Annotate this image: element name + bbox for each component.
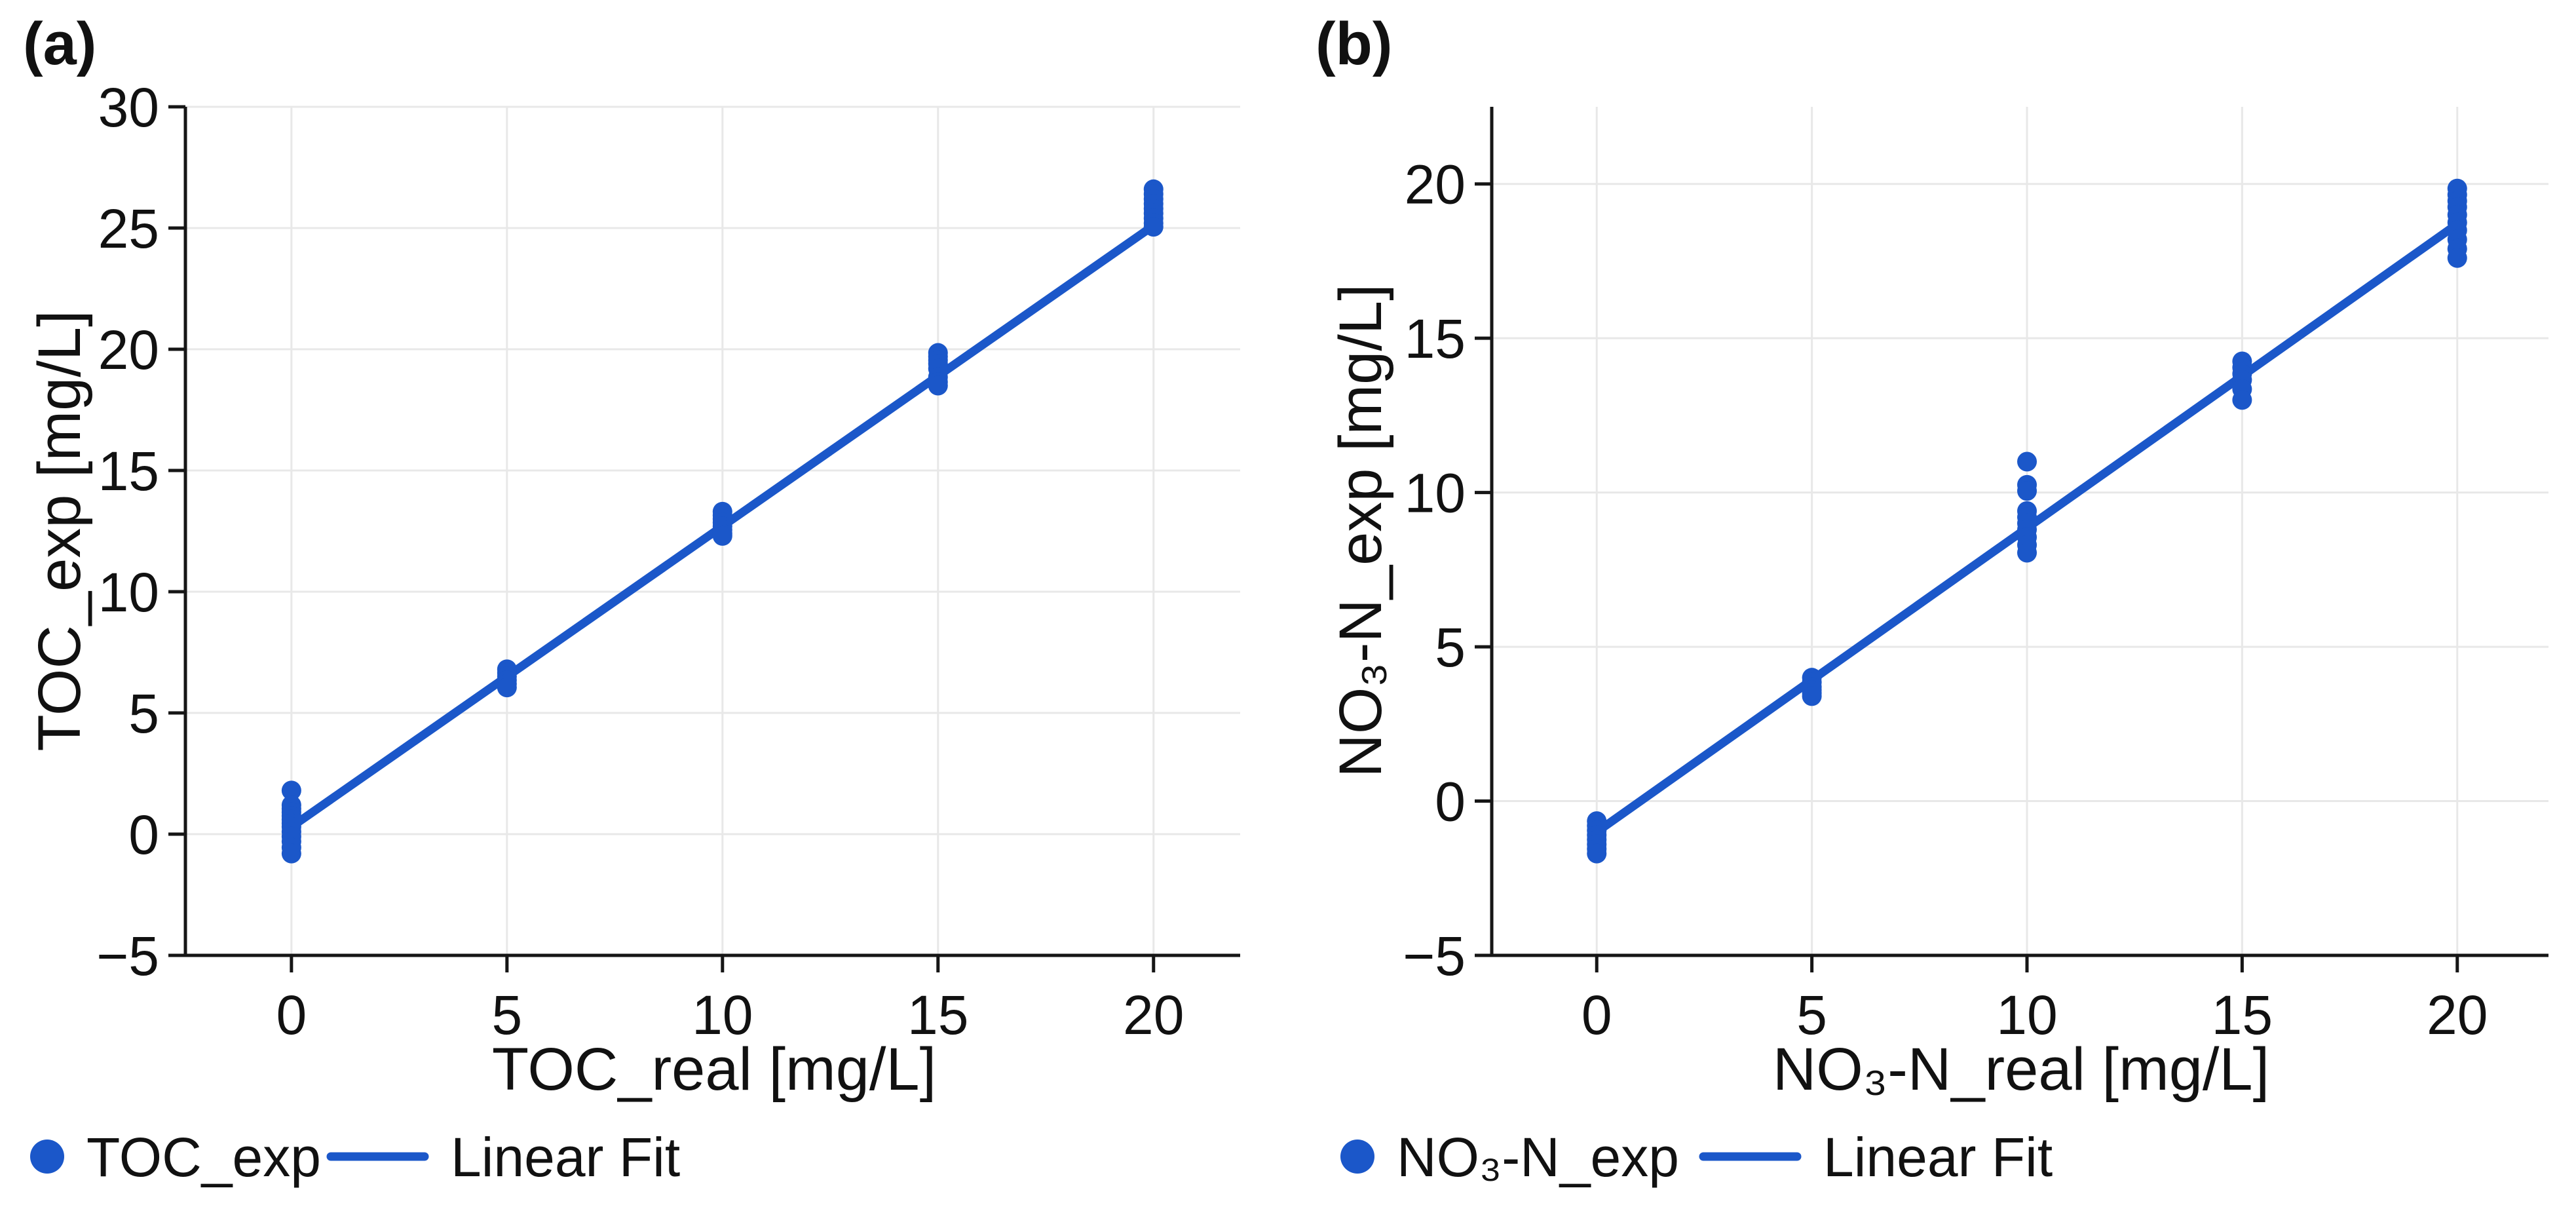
x-tick-label: 10	[692, 984, 753, 1046]
y-tick-label: 25	[98, 198, 159, 259]
scatter-point	[281, 843, 301, 864]
legend-fit-label: Linear Fit	[451, 1126, 680, 1188]
x-tick-label: 15	[2212, 984, 2273, 1046]
panel-a-legend: TOC_exp Linear Fit	[30, 1126, 680, 1188]
scatter-point	[2447, 248, 2467, 268]
scatter-point	[2017, 481, 2037, 501]
y-tick-label: 15	[98, 440, 159, 502]
legend-fit-label: Linear Fit	[1823, 1126, 2053, 1188]
scatter-point	[2017, 451, 2037, 472]
y-tick-label: 20	[1405, 154, 1466, 216]
x-tick-label: 10	[1996, 984, 2057, 1046]
scatter-point	[1143, 217, 1164, 237]
x-tick-label: 0	[276, 984, 307, 1046]
scatter-point	[712, 526, 732, 546]
scatter-point	[2017, 543, 2037, 563]
scatter-point	[281, 780, 301, 801]
scatter-point	[1587, 843, 1607, 864]
panel-a-label: (a)	[23, 10, 96, 77]
legend-scatter-marker-icon	[30, 1140, 64, 1174]
scatter-point	[1802, 686, 1822, 706]
y-tick-label: 15	[1405, 308, 1466, 370]
y-tick-label: 20	[98, 319, 159, 381]
panel-a-x-axis-label: TOC_real [mg/L]	[492, 1036, 936, 1103]
x-tick-label: 20	[2427, 984, 2488, 1046]
panel-b-legend: NO₃-N_exp Linear Fit	[1340, 1126, 2053, 1188]
y-tick-label: 30	[98, 77, 159, 138]
y-tick-label: −5	[1403, 925, 1466, 987]
x-tick-label: 20	[1123, 984, 1184, 1046]
panel-b-x-axis-label: NO₃-N_real [mg/L]	[1773, 1036, 2269, 1103]
legend-series-label: NO₃-N_exp	[1397, 1126, 1679, 1188]
x-tick-label: 0	[1582, 984, 1612, 1046]
scatter-point	[497, 678, 517, 698]
x-tick-label: 5	[1796, 984, 1827, 1046]
y-tick-label: 5	[1435, 617, 1466, 678]
y-tick-label: 0	[1435, 771, 1466, 833]
y-tick-label: 5	[128, 683, 159, 744]
scatter-point	[2232, 390, 2252, 410]
y-tick-label: 10	[98, 562, 159, 623]
panel-a-y-axis-label: TOC_exp [mg/L]	[26, 310, 93, 751]
y-tick-label: 10	[1405, 463, 1466, 524]
panel-b-plot: 0 5 10 15 20 20 15 10 5 0 −5	[1403, 107, 2548, 1046]
y-tick-label: −5	[96, 925, 159, 987]
panel-b-label: (b)	[1316, 10, 1392, 77]
y-tick-label: 0	[128, 804, 159, 866]
panel-b-y-axis-label: NO₃-N_exp [mg/L]	[1327, 284, 1394, 777]
legend-scatter-marker-icon	[1340, 1140, 1374, 1174]
legend-series-label: TOC_exp	[86, 1126, 321, 1188]
scatter-point	[928, 375, 948, 396]
panel-a-plot: 0 5 10 15 20 30 25 20 15 10 5 0 −5	[96, 77, 1240, 1046]
x-tick-label: 15	[907, 984, 968, 1046]
x-tick-label: 5	[491, 984, 522, 1046]
